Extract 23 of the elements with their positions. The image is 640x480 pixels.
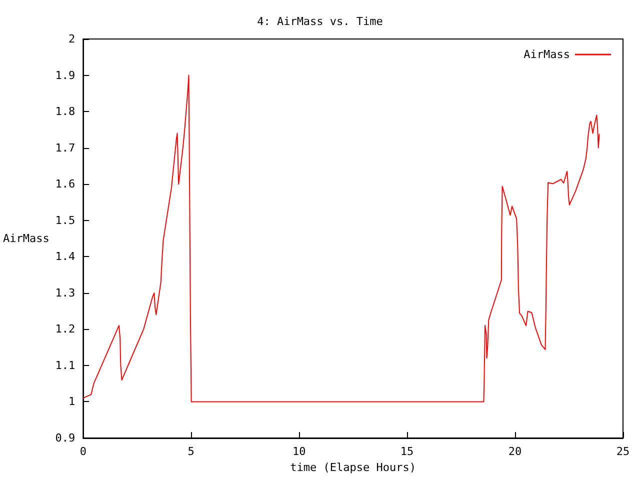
x-tick-label: 20 (508, 445, 522, 458)
x-tick-label: 25 (616, 445, 630, 458)
y-tick-label: 1.8 (55, 105, 76, 118)
y-tick-label: 1.9 (55, 68, 76, 82)
y-tick-label: 1.2 (55, 322, 76, 336)
chart-title: 4: AirMass vs. Time (257, 15, 383, 28)
y-axis-title: AirMass (3, 232, 50, 245)
y-tick-label: 0.9 (55, 432, 76, 444)
y-tick-label: 1.7 (55, 141, 76, 154)
x-tick-label: 5 (188, 445, 194, 458)
y-tick-label: 1.6 (55, 178, 76, 191)
y-tick-label: 1.3 (55, 286, 76, 300)
y-tick-label: 2 (68, 32, 76, 46)
line-series (82, 74, 600, 402)
x-axis-title: time (Elapse Hours) (290, 461, 416, 474)
y-tick-label: 1 (68, 395, 76, 408)
x-tick-label: 15 (400, 445, 414, 458)
x-tick-label: 0 (80, 445, 86, 458)
y-tick-label: 1.4 (55, 250, 76, 264)
legend-label: AirMass (524, 48, 570, 61)
x-tick-label: 10 (292, 445, 306, 458)
y-tick-label: 1.5 (55, 214, 76, 227)
y-tick-label: 1.1 (55, 358, 76, 372)
